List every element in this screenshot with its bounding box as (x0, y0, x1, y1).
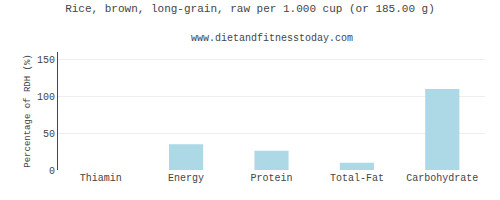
svg-text:www.dietandfitnesstoday.com: www.dietandfitnesstoday.com (191, 33, 353, 44)
svg-text:Total-Fat: Total-Fat (330, 173, 384, 184)
svg-text:Rice, brown, long-grain, raw p: Rice, brown, long-grain, raw per 1.000 c… (65, 3, 435, 15)
svg-text:Thiamin: Thiamin (80, 173, 122, 184)
svg-text:100: 100 (37, 92, 55, 103)
svg-text:Protein: Protein (250, 173, 292, 184)
svg-text:Energy: Energy (168, 173, 204, 184)
svg-text:Percentage of RDH (%): Percentage of RDH (%) (23, 54, 33, 167)
svg-text:50: 50 (43, 129, 55, 140)
svg-text:150: 150 (37, 55, 55, 66)
svg-text:Carbohydrate: Carbohydrate (406, 173, 478, 184)
svg-text:0: 0 (49, 166, 55, 177)
